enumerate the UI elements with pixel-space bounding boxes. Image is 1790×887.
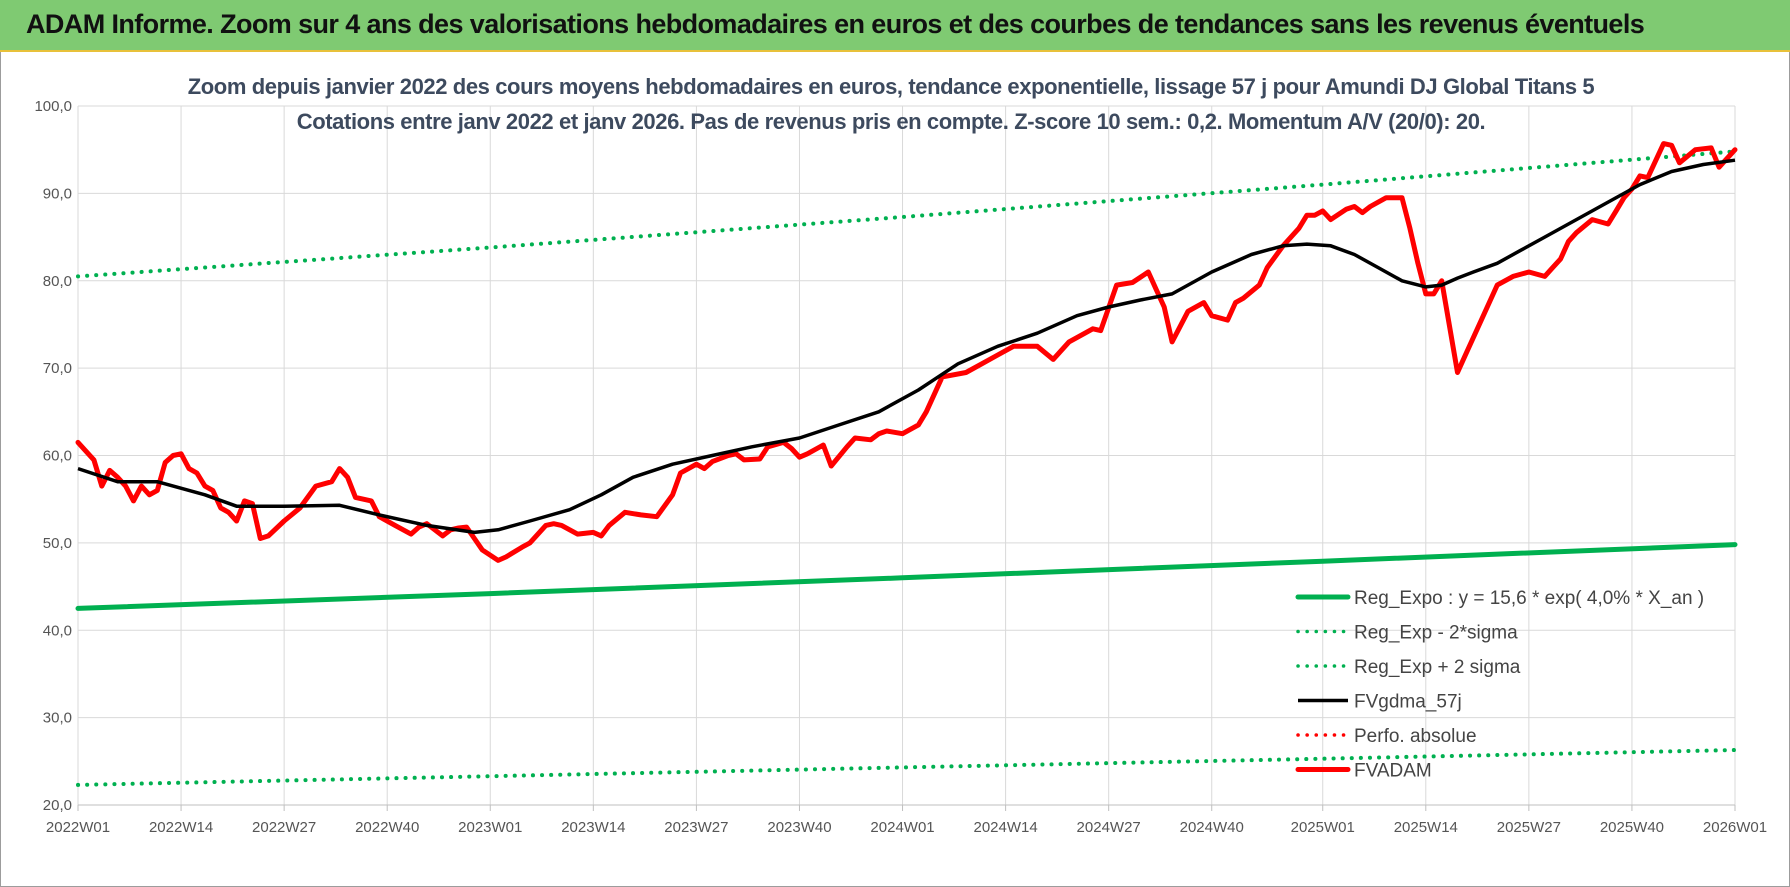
- x-tick-label: 2025W40: [1600, 819, 1664, 836]
- header-banner: ADAM Informe. Zoom sur 4 ans des valoris…: [0, 0, 1790, 52]
- x-axis: 2022W01 2022W14 2022W27 2022W40 2023W01 2023W…: [46, 819, 1767, 836]
- x-tick-label: 2024W14: [973, 819, 1037, 836]
- series-line-fvadam: [75, 141, 1738, 563]
- x-tick-label: 2024W01: [870, 819, 934, 836]
- series-line-fvgdma-57j: [77, 158, 1736, 535]
- series-line-reg-expo-y-15-6-exp-4-0-x-an: [75, 542, 1738, 611]
- x-tick-label: 2022W14: [149, 819, 213, 836]
- x-tick-label: 2024W27: [1077, 819, 1141, 836]
- x-tick-label: 2023W27: [664, 819, 728, 836]
- x-tick-label: 2022W40: [355, 819, 419, 836]
- y-tick-label: 70,0: [43, 360, 72, 377]
- legend-label: Reg_Exp + 2 sigma: [1354, 657, 1521, 678]
- series-group: [75, 141, 1738, 787]
- y-tick-label: 60,0: [43, 448, 72, 465]
- chart-title-line1: Zoom depuis janvier 2022 des cours moyen…: [188, 74, 1595, 99]
- x-tick-label: 2023W40: [767, 819, 831, 836]
- x-tick-label: 2025W27: [1497, 819, 1561, 836]
- grid: [77, 105, 1736, 811]
- x-tick-label: 2022W27: [252, 819, 316, 836]
- y-axis: 20,0 30,0 40,0 50,0 60,0 70,0 80,0 90,0 100,0: [34, 98, 72, 814]
- y-tick-label: 50,0: [43, 535, 72, 552]
- legend: Reg_Expo : y = 15,6 * exp( 4,0% * X_an )…: [1295, 588, 1704, 782]
- page-title: ADAM Informe. Zoom sur 4 ans des valoris…: [26, 9, 1645, 39]
- x-tick-label: 2025W01: [1291, 819, 1355, 836]
- y-tick-label: 90,0: [43, 185, 72, 202]
- x-tick-label: 2022W01: [46, 819, 110, 836]
- series-line-reg-exp-2-sigma: [76, 748, 1737, 787]
- legend-label: FVgdma_57j: [1354, 692, 1462, 713]
- legend-label: Reg_Expo : y = 15,6 * exp( 4,0% * X_an ): [1354, 588, 1704, 609]
- legend-label: FVADAM: [1354, 761, 1432, 782]
- x-tick-label: 2023W01: [458, 819, 522, 836]
- y-tick-label: 100,0: [34, 98, 72, 115]
- chart-title-line2: Cotations entre janv 2022 et janv 2026. …: [297, 109, 1486, 134]
- legend-label: Perfo. absolue: [1354, 726, 1477, 747]
- x-tick-label: 2023W14: [561, 819, 625, 836]
- y-tick-label: 30,0: [43, 710, 72, 727]
- x-tick-label: 2024W40: [1180, 819, 1244, 836]
- y-tick-label: 20,0: [43, 797, 72, 814]
- x-tick-label: 2026W01: [1703, 819, 1767, 836]
- series-line-reg-exp-2-sigma: [76, 149, 1737, 279]
- x-tick-label: 2025W14: [1394, 819, 1458, 836]
- legend-label: Reg_Exp - 2*sigma: [1354, 623, 1518, 644]
- y-tick-label: 40,0: [43, 622, 72, 639]
- y-tick-label: 80,0: [43, 273, 72, 290]
